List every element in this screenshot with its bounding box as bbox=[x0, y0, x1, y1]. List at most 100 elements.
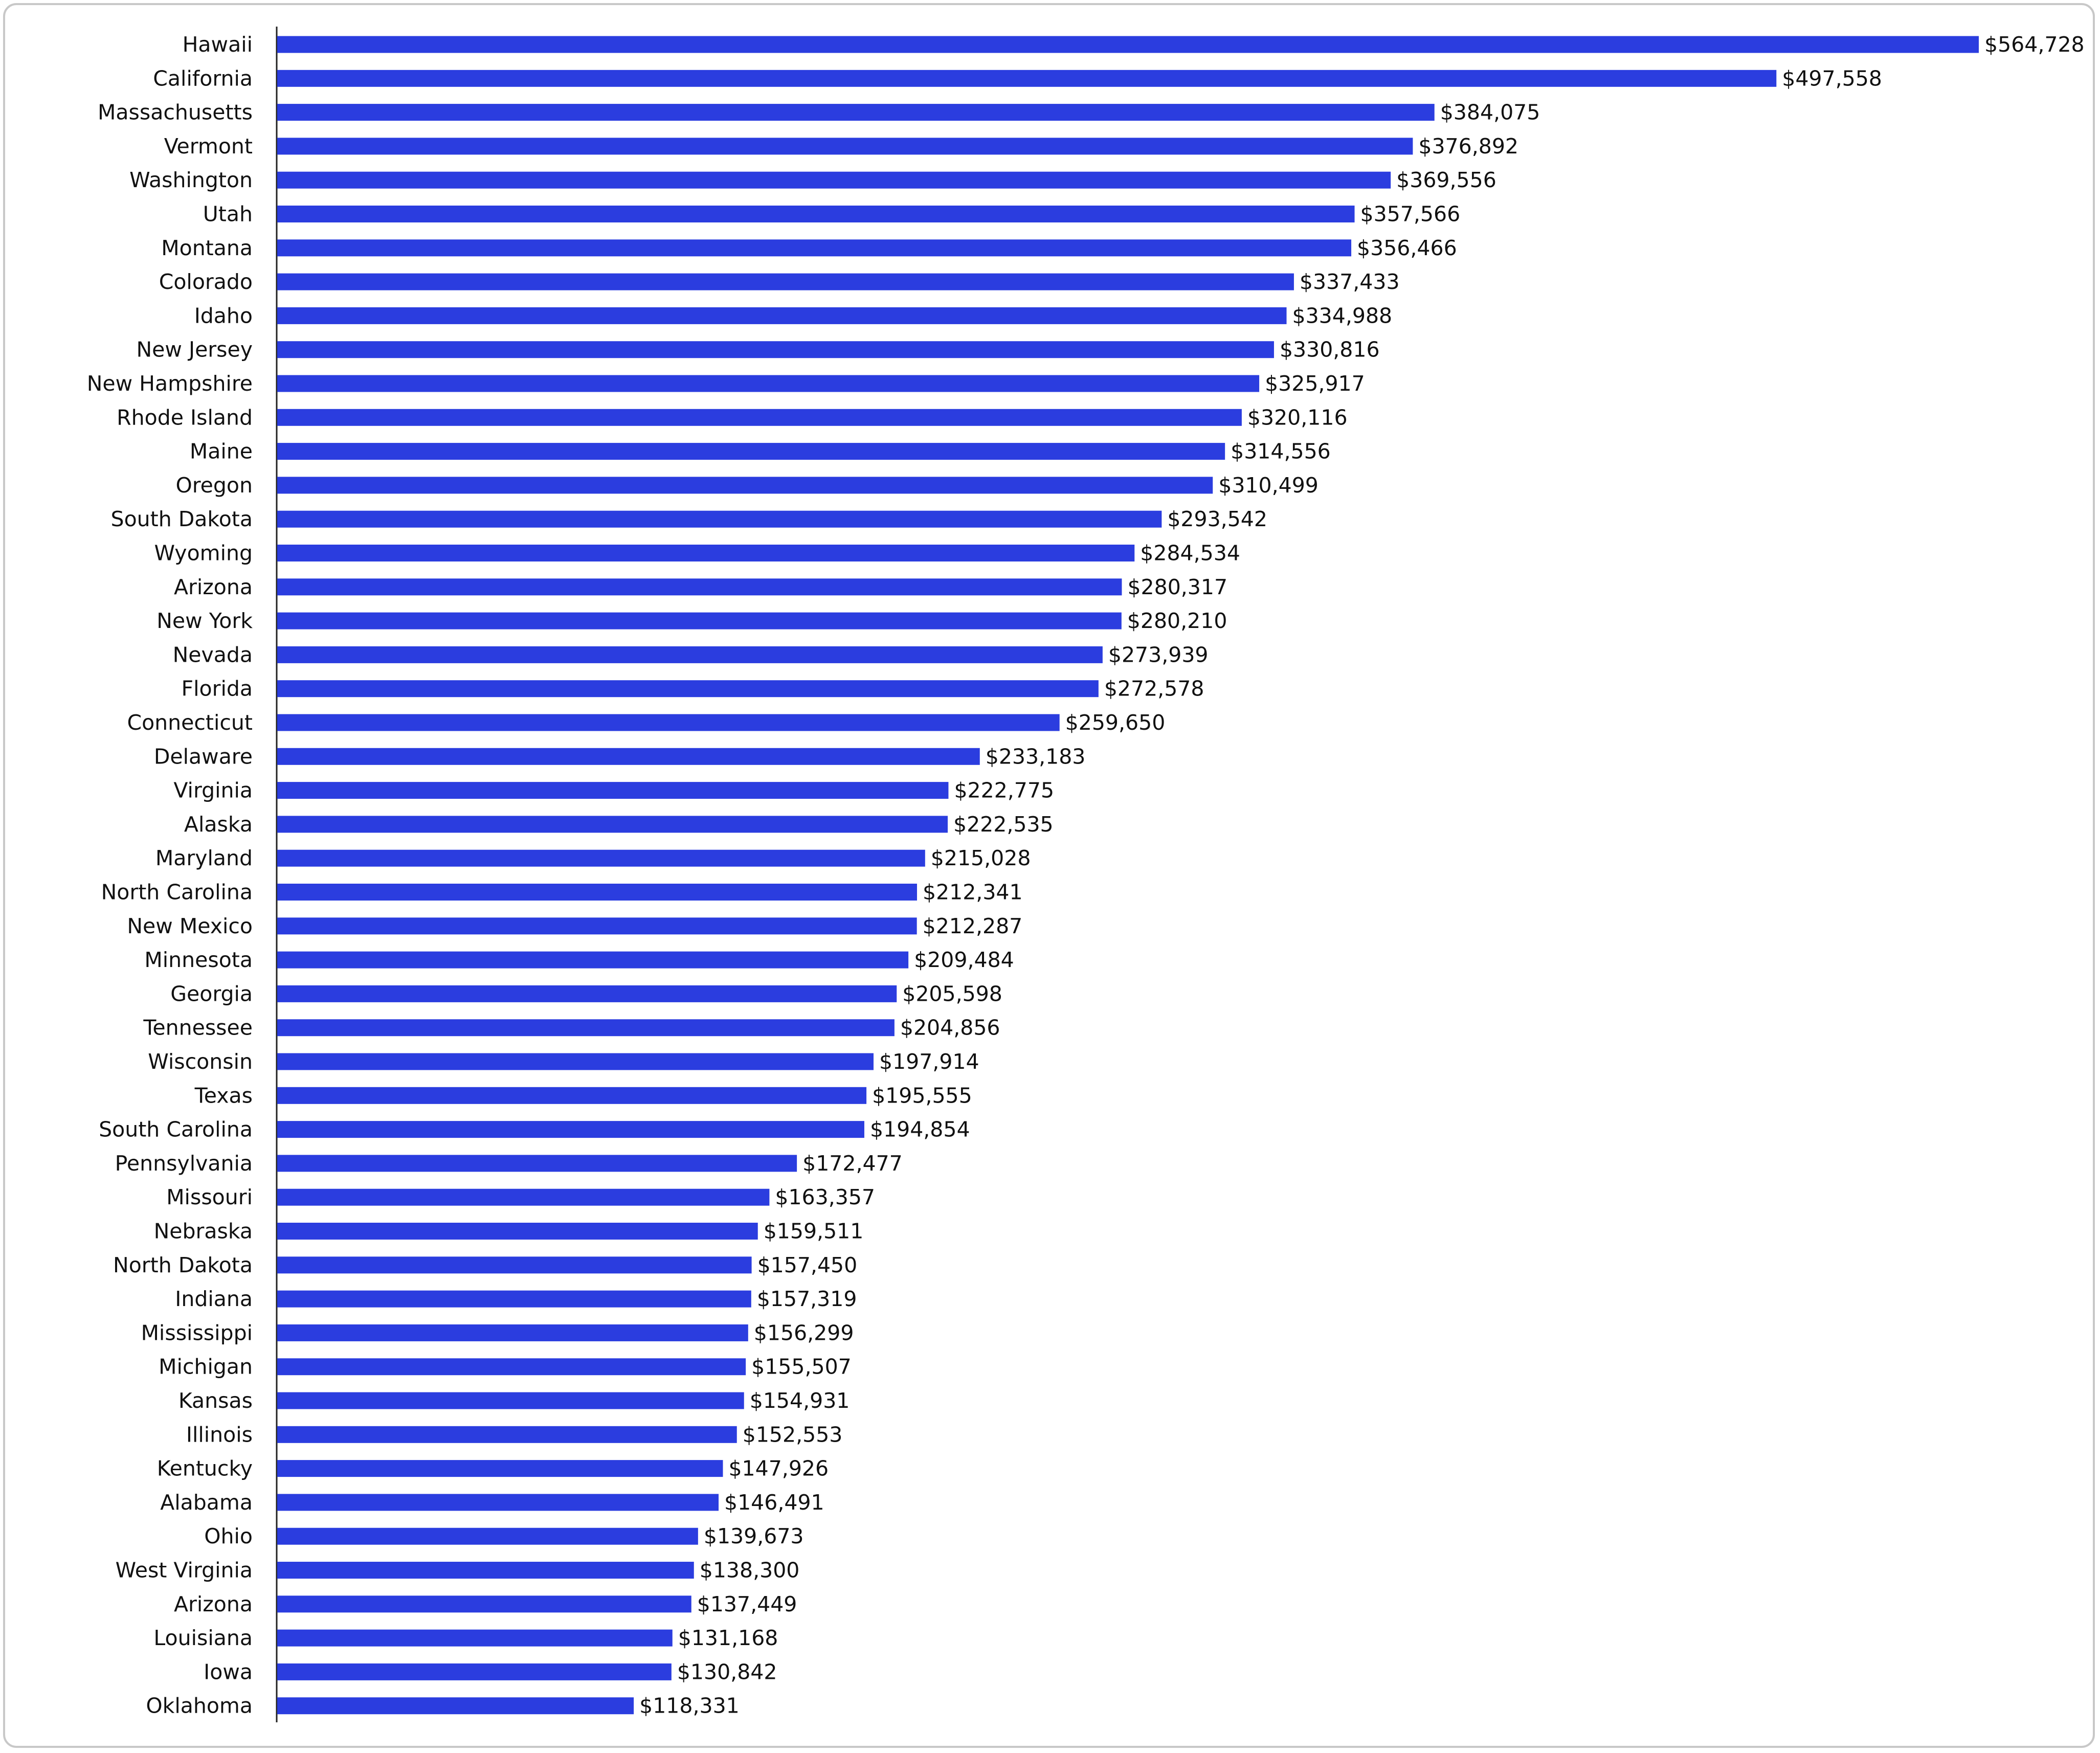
category-label: Indiana bbox=[175, 1287, 253, 1311]
bar bbox=[277, 1527, 698, 1545]
category-label: Alaska bbox=[184, 812, 253, 837]
value-label: $155,507 bbox=[751, 1355, 852, 1379]
bar bbox=[277, 510, 1162, 528]
value-label: $159,511 bbox=[764, 1219, 864, 1244]
bar bbox=[277, 1562, 694, 1579]
category-label: Wisconsin bbox=[148, 1049, 253, 1074]
category-label: Massachusetts bbox=[98, 100, 253, 125]
category-label: Florida bbox=[182, 677, 253, 701]
value-label: $194,854 bbox=[870, 1117, 970, 1142]
category-label: New Mexico bbox=[127, 914, 253, 938]
category-label: Virginia bbox=[173, 778, 253, 803]
bar bbox=[277, 1324, 748, 1341]
value-label: $357,566 bbox=[1360, 202, 1461, 227]
value-label: $293,542 bbox=[1167, 507, 1267, 531]
value-label: $172,477 bbox=[802, 1151, 903, 1176]
bar bbox=[277, 409, 1242, 426]
category-label: New York bbox=[157, 609, 253, 633]
value-label: $152,553 bbox=[743, 1422, 843, 1447]
category-label: Alabama bbox=[160, 1490, 253, 1515]
bar bbox=[277, 816, 948, 833]
value-label: $130,842 bbox=[677, 1659, 777, 1684]
value-label: $334,988 bbox=[1292, 303, 1393, 328]
value-label: $137,449 bbox=[697, 1592, 797, 1616]
bar bbox=[277, 849, 925, 867]
value-label: $273,939 bbox=[1108, 642, 1209, 667]
bar bbox=[277, 239, 1352, 257]
value-label: $280,317 bbox=[1127, 575, 1227, 599]
value-label: $330,816 bbox=[1280, 338, 1380, 362]
category-label: Kansas bbox=[178, 1388, 253, 1413]
value-label: $564,728 bbox=[1984, 32, 2085, 57]
bar bbox=[277, 273, 1294, 290]
bar bbox=[277, 70, 1777, 87]
value-label: $197,914 bbox=[879, 1049, 979, 1074]
value-label: $272,578 bbox=[1104, 677, 1204, 701]
category-label: North Carolina bbox=[101, 880, 253, 905]
bar bbox=[277, 1290, 751, 1308]
category-label: Idaho bbox=[194, 303, 253, 328]
category-label: Nevada bbox=[173, 642, 253, 667]
bar bbox=[277, 375, 1260, 392]
bar bbox=[277, 1188, 770, 1206]
bar bbox=[277, 36, 1979, 53]
category-label: Tennessee bbox=[143, 1016, 253, 1040]
category-label: Washington bbox=[129, 168, 253, 192]
category-label: Wyoming bbox=[154, 541, 253, 566]
category-label: Kentucky bbox=[157, 1456, 253, 1481]
category-label: New Jersey bbox=[137, 338, 253, 362]
value-label: $147,926 bbox=[728, 1456, 829, 1481]
value-label: $163,357 bbox=[775, 1185, 875, 1209]
value-label: $146,491 bbox=[724, 1490, 824, 1515]
bar bbox=[277, 680, 1099, 698]
category-label: Arizona bbox=[174, 1592, 253, 1616]
bar bbox=[277, 1019, 895, 1037]
value-label: $320,116 bbox=[1247, 405, 1348, 430]
bar bbox=[277, 1494, 719, 1511]
category-label: Michigan bbox=[159, 1355, 253, 1379]
value-label: $131,168 bbox=[678, 1626, 778, 1650]
value-label: $157,319 bbox=[757, 1287, 857, 1311]
bar bbox=[277, 1358, 746, 1376]
bar bbox=[277, 646, 1103, 663]
bar bbox=[277, 917, 917, 935]
bar bbox=[277, 1392, 744, 1409]
bar bbox=[277, 748, 980, 765]
bar bbox=[277, 1460, 723, 1477]
chart-frame bbox=[3, 3, 2095, 1748]
category-label: Minnesota bbox=[144, 948, 253, 972]
value-label: $118,331 bbox=[639, 1694, 740, 1718]
value-label: $233,183 bbox=[986, 744, 1086, 769]
bar bbox=[277, 138, 1413, 155]
bar bbox=[277, 206, 1355, 222]
bar bbox=[277, 1595, 691, 1613]
value-label: $209,484 bbox=[914, 948, 1014, 972]
category-label: Iowa bbox=[204, 1659, 253, 1684]
value-label: $195,555 bbox=[872, 1083, 972, 1108]
value-label: $204,856 bbox=[900, 1016, 1000, 1040]
bar bbox=[277, 612, 1122, 630]
value-label: $497,558 bbox=[1782, 66, 1882, 91]
value-label: $138,300 bbox=[700, 1558, 800, 1583]
category-label: Oregon bbox=[175, 473, 253, 498]
category-label: Missouri bbox=[166, 1185, 253, 1209]
category-label: Connecticut bbox=[127, 710, 253, 735]
bar bbox=[277, 104, 1435, 121]
bar bbox=[277, 171, 1391, 189]
value-label: $222,535 bbox=[953, 812, 1054, 837]
category-label: Arizona bbox=[174, 575, 253, 599]
bar bbox=[277, 578, 1122, 596]
value-label: $212,287 bbox=[923, 914, 1023, 938]
value-label: $384,075 bbox=[1440, 100, 1540, 125]
category-label: South Dakota bbox=[111, 507, 253, 531]
bar bbox=[277, 341, 1274, 358]
value-label: $337,433 bbox=[1300, 269, 1400, 294]
category-label: Texas bbox=[194, 1083, 253, 1108]
value-label: $154,931 bbox=[750, 1388, 850, 1413]
bar bbox=[277, 951, 909, 969]
category-label: Delaware bbox=[154, 744, 253, 769]
category-label: Rhode Island bbox=[117, 405, 253, 430]
bar bbox=[277, 1663, 672, 1680]
bar bbox=[277, 985, 897, 1002]
